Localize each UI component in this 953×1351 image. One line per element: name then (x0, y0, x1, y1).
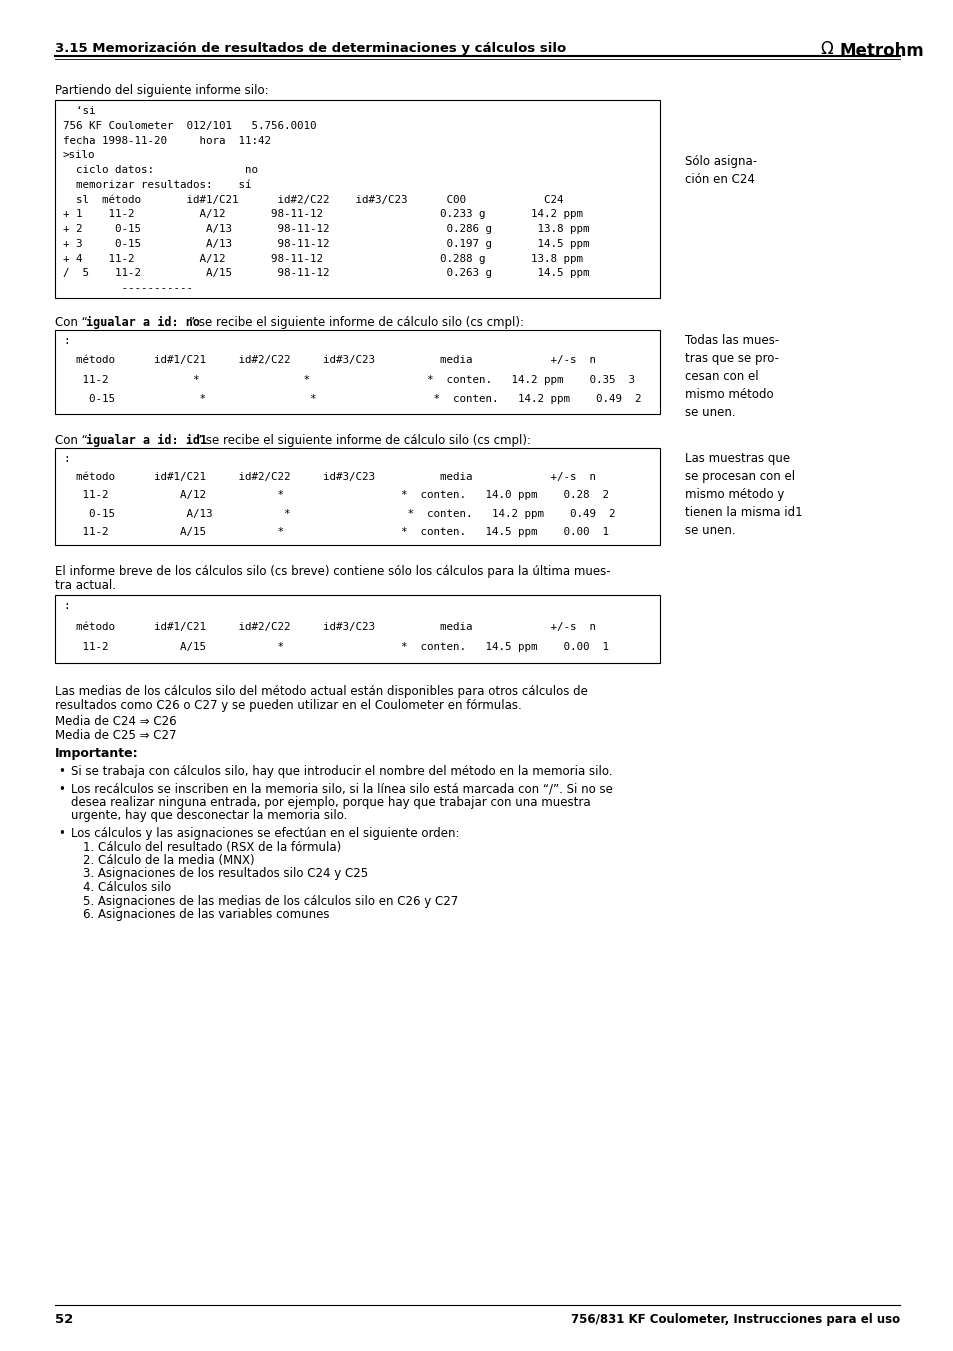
Text: 11-2           A/12           *                  *  conten.   14.0 ppm    0.28  : 11-2 A/12 * * conten. 14.0 ppm 0.28 (63, 490, 608, 500)
Text: 11-2           A/15           *                  *  conten.   14.5 ppm    0.00  : 11-2 A/15 * * conten. 14.5 ppm 0.00 (63, 642, 608, 653)
Text: Importante:: Importante: (55, 747, 138, 761)
Text: Los cálculos y las asignaciones se efectúan en el siguiente orden:: Los cálculos y las asignaciones se efect… (71, 827, 459, 840)
Text: Metrohm: Metrohm (840, 42, 923, 59)
Text: Las muestras que
se procesan con el
mismo método y
tienen la misma id1
se unen.: Las muestras que se procesan con el mism… (684, 453, 801, 536)
Text: método      id#1/C21     id#2/C22     id#3/C23          media            +/-s  n: método id#1/C21 id#2/C22 id#3/C23 media … (63, 473, 596, 482)
Text: fecha 1998-11-20     hora  11:42: fecha 1998-11-20 hora 11:42 (63, 135, 271, 146)
Text: 756 KF Coulometer  012/101   5.756.0010: 756 KF Coulometer 012/101 5.756.0010 (63, 120, 316, 131)
Text: + 1    11-2          A/12       98-11-12                  0.233 g       14.2 ppm: + 1 11-2 A/12 98-11-12 0.233 g 14.2 ppm (63, 209, 582, 219)
Text: + 3     0-15          A/13       98-11-12                  0.197 g       14.5 pp: + 3 0-15 A/13 98-11-12 0.197 g 14.5 pp (63, 239, 589, 249)
Text: + 2     0-15          A/13       98-11-12                  0.286 g       13.8 pp: + 2 0-15 A/13 98-11-12 0.286 g 13.8 pp (63, 224, 589, 234)
Text: tra actual.: tra actual. (55, 580, 116, 592)
Text: 52: 52 (55, 1313, 73, 1325)
FancyBboxPatch shape (55, 100, 659, 299)
Text: 3.15 Memorización de resultados de determinaciones y cálculos silo: 3.15 Memorización de resultados de deter… (55, 42, 566, 55)
Text: :: : (63, 601, 70, 611)
Text: :: : (63, 336, 70, 346)
Text: :: : (63, 454, 70, 463)
Text: Con “: Con “ (55, 434, 88, 447)
Text: Partiendo del siguiente informe silo:: Partiendo del siguiente informe silo: (55, 84, 269, 97)
Text: Media de C25 ⇒ C27: Media de C25 ⇒ C27 (55, 730, 176, 742)
Text: 11-2             *                *                  *  conten.   14.2 ppm    0.: 11-2 * * * conten. 14.2 ppm 0. (63, 376, 635, 385)
Text: ” se recibe el siguiente informe de cálculo silo (cs cmpl):: ” se recibe el siguiente informe de cálc… (189, 316, 523, 330)
Text: ” se recibe el siguiente informe de cálculo silo (cs cmpl):: ” se recibe el siguiente informe de cálc… (195, 434, 531, 447)
Text: •: • (58, 782, 65, 796)
Text: igualar a id: id1: igualar a id: id1 (86, 434, 207, 447)
Text: >silo: >silo (63, 150, 95, 161)
Text: Ω: Ω (820, 41, 832, 58)
Text: urgente, hay que desconectar la memoria silo.: urgente, hay que desconectar la memoria … (71, 809, 347, 823)
Text: 0-15           A/13           *                  *  conten.   14.2 ppm    0.49  : 0-15 A/13 * * conten. 14.2 ppm 0.49 (63, 508, 615, 519)
Text: Con “: Con “ (55, 316, 88, 330)
Text: 1. Cálculo del resultado (RSX de la fórmula): 1. Cálculo del resultado (RSX de la fórm… (83, 840, 341, 854)
Text: método      id#1/C21     id#2/C22     id#3/C23          media            +/-s  n: método id#1/C21 id#2/C22 id#3/C23 media … (63, 621, 596, 632)
Text: ciclo datos:              no: ciclo datos: no (63, 165, 257, 176)
Text: memorizar resultados:    sí: memorizar resultados: sí (63, 180, 252, 190)
Text: -----------: ----------- (63, 284, 193, 293)
Text: Si se trabaja con cálculos silo, hay que introducir el nombre del método en la m: Si se trabaja con cálculos silo, hay que… (71, 765, 612, 778)
Text: igualar a id: no: igualar a id: no (86, 316, 200, 330)
Text: •: • (58, 765, 65, 778)
Text: Las medias de los cálculos silo del método actual están disponibles para otros c: Las medias de los cálculos silo del méto… (55, 685, 587, 698)
Text: 0-15             *                *                  *  conten.   14.2 ppm    0.: 0-15 * * * conten. 14.2 ppm 0. (63, 394, 640, 404)
FancyBboxPatch shape (55, 449, 659, 544)
Text: Todas las mues-
tras que se pro-
cesan con el
mismo método
se unen.: Todas las mues- tras que se pro- cesan c… (684, 334, 779, 419)
Text: 3. Asignaciones de los resultados silo C24 y C25: 3. Asignaciones de los resultados silo C… (83, 867, 368, 881)
Text: 5. Asignaciones de las medias de los cálculos silo en C26 y C27: 5. Asignaciones de las medias de los cál… (83, 894, 457, 908)
Text: Los recálculos se inscriben en la memoria silo, si la línea silo está marcada co: Los recálculos se inscriben en la memori… (71, 782, 612, 796)
Text: •: • (58, 827, 65, 840)
FancyBboxPatch shape (55, 594, 659, 663)
Text: resultados como C26 o C27 y se pueden utilizar en el Coulometer en fórmulas.: resultados como C26 o C27 y se pueden ut… (55, 698, 521, 712)
FancyBboxPatch shape (55, 330, 659, 413)
Text: 2. Cálculo de la media (MNX): 2. Cálculo de la media (MNX) (83, 854, 254, 867)
Text: 756/831 KF Coulometer, Instrucciones para el uso: 756/831 KF Coulometer, Instrucciones par… (570, 1313, 899, 1325)
Text: + 4    11-2          A/12       98-11-12                  0.288 g       13.8 ppm: + 4 11-2 A/12 98-11-12 0.288 g 13.8 ppm (63, 254, 582, 263)
Text: 6. Asignaciones de las variables comunes: 6. Asignaciones de las variables comunes (83, 908, 329, 921)
Text: sl  método       id#1/C21      id#2/C22    id#3/C23      C00            C24: sl método id#1/C21 id#2/C22 id#3/C23 C00… (63, 195, 563, 204)
Text: Sólo asigna-
ción en C24: Sólo asigna- ción en C24 (684, 155, 757, 186)
Text: método      id#1/C21     id#2/C22     id#3/C23          media            +/-s  n: método id#1/C21 id#2/C22 id#3/C23 media … (63, 355, 596, 366)
Text: Media de C24 ⇒ C26: Media de C24 ⇒ C26 (55, 715, 176, 728)
Text: 4. Cálculos silo: 4. Cálculos silo (83, 881, 171, 894)
Text: ‘si: ‘si (63, 105, 95, 116)
Text: 11-2           A/15           *                  *  conten.   14.5 ppm    0.00  : 11-2 A/15 * * conten. 14.5 ppm 0.00 (63, 527, 608, 536)
Text: El informe breve de los cálculos silo (cs breve) contiene sólo los cálculos para: El informe breve de los cálculos silo (c… (55, 565, 610, 578)
Text: desea realizar ninguna entrada, por ejemplo, porque hay que trabajar con una mue: desea realizar ninguna entrada, por ejem… (71, 796, 590, 809)
Text: /  5    11-2          A/15       98-11-12                  0.263 g       14.5 pp: / 5 11-2 A/15 98-11-12 0.263 g 14.5 pp (63, 269, 589, 278)
